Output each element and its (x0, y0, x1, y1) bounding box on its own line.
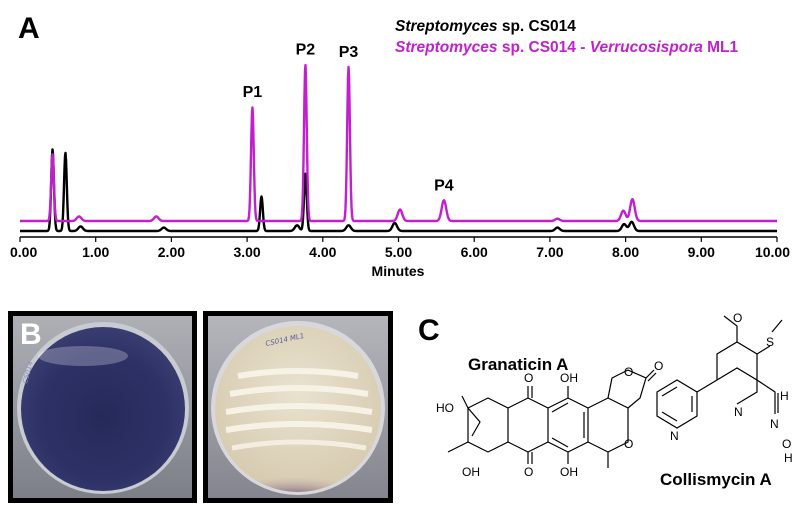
granaticin-o-bottom: O (524, 465, 533, 479)
series-line-0 (19, 148, 778, 233)
collismycin-a-atoms: O S N N H N O H (670, 311, 793, 465)
x-tick-label: 1.00 (82, 244, 109, 260)
collismycin-a-name: Collismycin A (660, 470, 772, 489)
plate-photo-left: CS014 (8, 311, 197, 503)
panel-b-label: B (20, 318, 42, 351)
plate-right-image: CS014 ML1 (208, 316, 388, 498)
x-tick-label: 7.00 (536, 244, 563, 260)
legend-black-series: Streptomyces sp. CS014 (395, 18, 576, 36)
x-tick-label: 8.00 (612, 244, 639, 260)
granaticin-oh-bottom: OH (560, 465, 578, 479)
x-tick-label: 2.00 (158, 244, 185, 260)
x-tick-label: 10.00 (755, 244, 790, 260)
granaticin-a-atoms: O OH HO O OH OH O O O (436, 359, 663, 479)
granaticin-o-pyran: O (624, 437, 633, 451)
series-line-1 (19, 63, 778, 223)
peak-label-p1: P1 (243, 84, 263, 101)
collismycin-n-pyr2: N (734, 405, 743, 419)
legend-magenta-mid: sp. CS014 - (497, 39, 590, 56)
x-tick-label: 9.00 (688, 244, 715, 260)
collismycin-o-oxime: O (782, 437, 791, 451)
series-layer (19, 63, 778, 233)
granaticin-o-ring: O (624, 365, 633, 379)
chromatogram-chart: 0.00 1.00 2.00 3.00 4.00 5.00 6.00 7.00 8.00 9.00… (10, 42, 790, 279)
legend-magenta-rest: ML1 (702, 39, 739, 56)
granaticin-o-carbonyl: O (654, 359, 663, 373)
plate-left-image: CS014 (13, 316, 192, 498)
x-tick-label: 6.00 (461, 244, 488, 260)
collismycin-n-pyr1: N (670, 429, 679, 443)
legend-magenta-italic2: Verrucosispora (589, 39, 703, 56)
collismycin-h-oxime: H (784, 451, 793, 465)
legend-black-rest: sp. CS014 (497, 18, 576, 35)
x-tick-layer: 0.00 1.00 2.00 3.00 4.00 5.00 6.00 7.00 8.00 9.00… (10, 237, 790, 260)
legend-black-italic: Streptomyces (395, 18, 498, 35)
granaticin-ho-left: HO (436, 401, 454, 415)
peak-label-layer: P1 P2 P3 P4 (243, 42, 454, 195)
x-tick-label: 5.00 (385, 244, 412, 260)
collismycin-a-structure (656, 315, 783, 429)
legend-magenta-series: Streptomyces sp. CS014 - Verrucosispora … (395, 39, 738, 57)
collismycin-h-ald: H (780, 389, 789, 403)
x-tick-label: 4.00 (309, 244, 336, 260)
peak-label-p2: P2 (296, 42, 316, 59)
collismycin-o-methoxy: O (733, 311, 742, 325)
panel-c-label: C (418, 314, 440, 347)
peak-label-p3: P3 (339, 44, 359, 61)
collismycin-s: S (766, 335, 774, 349)
legend-magenta-italic1: Streptomyces (395, 39, 498, 56)
panel-a-label: A (18, 12, 40, 45)
collismycin-n-oxime: N (770, 417, 779, 431)
x-axis-title: Minutes (372, 263, 425, 279)
granaticin-a-name: Granaticin A (468, 355, 569, 374)
granaticin-oh-low-left: OH (462, 465, 480, 479)
granaticin-a-structure (447, 369, 657, 468)
x-tick-label: 3.00 (233, 244, 260, 260)
peak-label-p4: P4 (434, 177, 454, 194)
plate-photo-right: CS014 ML1 (203, 311, 393, 503)
x-tick-label: 0.00 (10, 244, 37, 260)
